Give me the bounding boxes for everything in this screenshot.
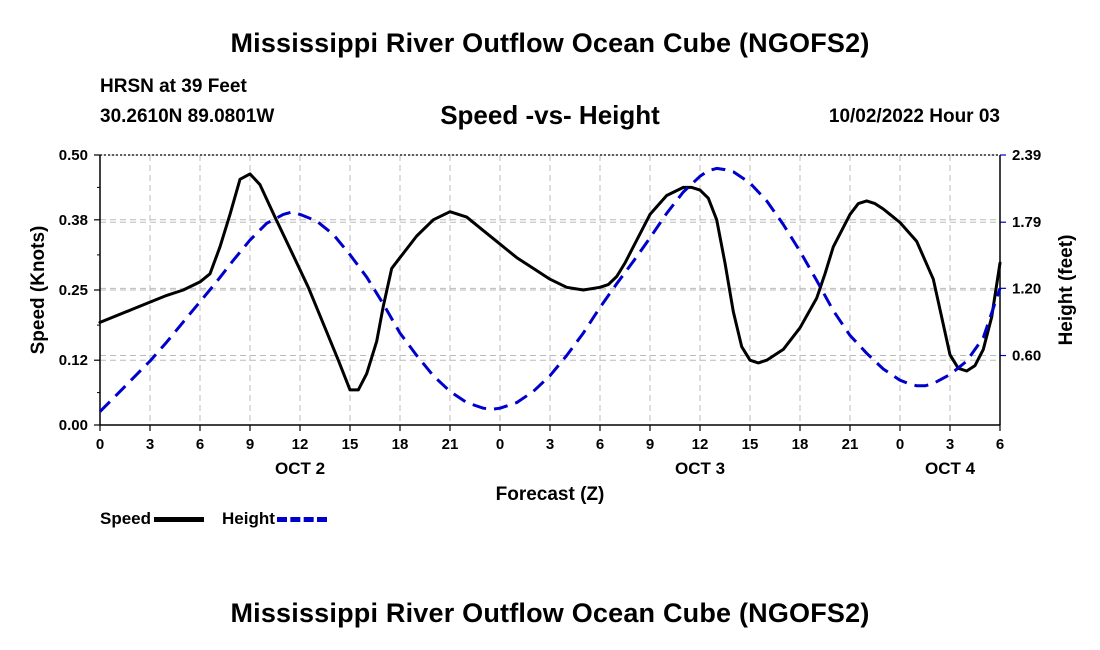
x-tick-label: 3 <box>546 436 554 453</box>
date-label: OCT 4 <box>925 459 976 478</box>
date-label: OCT 3 <box>675 459 725 478</box>
station-label: HRSN at 39 Feet <box>100 76 247 97</box>
date-label: OCT 2 <box>275 459 325 478</box>
x-tick-label: 18 <box>792 436 809 453</box>
y-left-tick-label: 0.50 <box>59 147 88 164</box>
x-tick-label: 6 <box>196 436 204 453</box>
legend-item-speed: Speed <box>100 509 205 529</box>
y-left-tick-label: 0.12 <box>59 352 88 369</box>
y-left-tick-label: 0.25 <box>59 282 88 299</box>
y-right-tick-label: 1.79 <box>1012 214 1041 231</box>
x-tick-label: 15 <box>742 436 759 453</box>
legend-item-height: Height <box>222 509 327 529</box>
x-tick-label: 0 <box>896 436 904 453</box>
x-tick-label: 9 <box>246 436 254 453</box>
x-tick-label: 0 <box>96 436 104 453</box>
x-tick-label: 9 <box>646 436 654 453</box>
x-tick-label: 3 <box>146 436 154 453</box>
x-axis-label: Forecast (Z) <box>496 484 605 505</box>
series-line-speed <box>98 172 1002 392</box>
forecast-datetime: 10/02/2022 Hour 03 <box>828 106 1000 127</box>
y-left-tick-label: 0.38 <box>59 212 88 229</box>
coordinates-label: 30.2610N 89.0801W <box>100 106 275 127</box>
y-left-tick-label: 0.00 <box>59 417 88 434</box>
legend-height-swatch <box>276 516 327 522</box>
legend-speed-label: Speed <box>100 509 152 528</box>
x-tick-label: 6 <box>996 436 1004 453</box>
y-right-tick-label: 0.60 <box>1012 348 1041 365</box>
x-tick-label: 3 <box>946 436 954 453</box>
x-tick-label: 6 <box>596 436 604 453</box>
y-axis-left-label: Speed (Knots) <box>28 226 49 355</box>
y-right-tick-label: 2.39 <box>1012 147 1041 164</box>
x-tick-label: 15 <box>342 436 359 453</box>
x-tick-label: 12 <box>692 436 709 453</box>
chart-subtitle: Speed -vs- Height <box>440 100 660 130</box>
legend-height-label: Height <box>222 509 275 528</box>
y-axis-right-label: Height (feet) <box>1056 235 1077 346</box>
legend: Speed Height <box>100 509 345 529</box>
x-tick-label: 18 <box>392 436 409 453</box>
legend-speed-swatch <box>154 516 205 522</box>
x-tick-label: 0 <box>496 436 504 453</box>
x-tick-label: 21 <box>842 436 859 453</box>
series-line-height <box>98 166 1002 413</box>
main-title-repeat: Mississippi River Outflow Ocean Cube (NG… <box>230 598 870 628</box>
main-title: Mississippi River Outflow Ocean Cube (NG… <box>230 28 870 58</box>
x-tick-label: 12 <box>292 436 309 453</box>
x-tick-label: 21 <box>442 436 459 453</box>
y-right-tick-label: 1.20 <box>1012 280 1041 297</box>
